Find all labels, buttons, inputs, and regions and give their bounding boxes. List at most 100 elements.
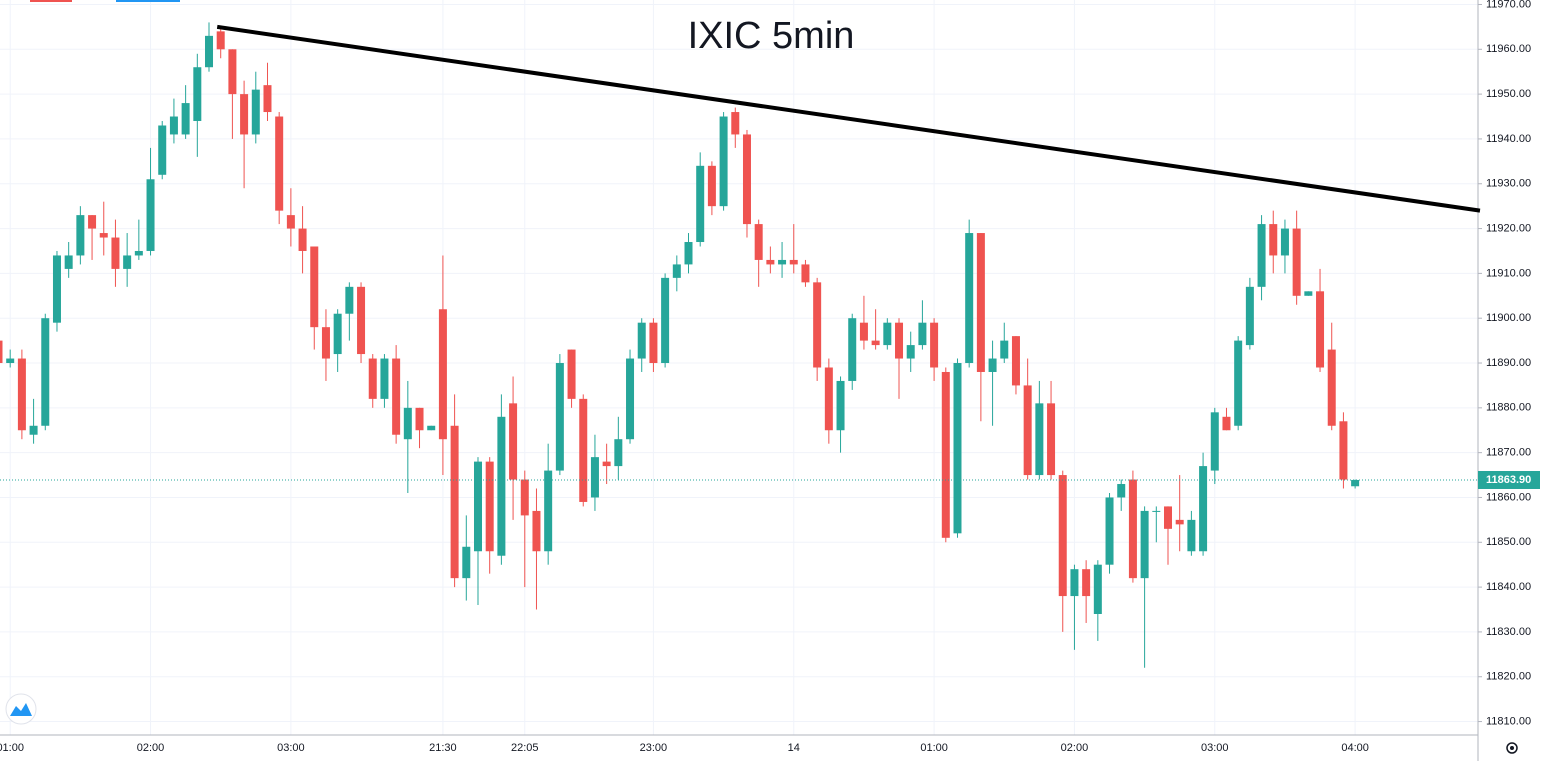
candle-body [193, 67, 202, 122]
candle-body [509, 403, 518, 480]
x-tick-label: 02:00 [137, 742, 165, 754]
candle-body [181, 103, 190, 135]
candle-body [871, 340, 880, 346]
candle-body [169, 116, 178, 135]
candle-body [205, 35, 214, 68]
y-tick-label: 11840.00 [1486, 581, 1531, 593]
x-tick-label: 01:00 [920, 742, 948, 754]
candle-body [392, 358, 401, 435]
candle-body [626, 358, 635, 440]
y-tick-label: 11930.00 [1486, 178, 1531, 190]
toolbar-button[interactable] [30, 0, 72, 2]
candle-body [1058, 475, 1067, 597]
candle-body [1199, 466, 1208, 552]
y-tick-label: 11860.00 [1486, 491, 1531, 503]
candle-body [473, 461, 482, 552]
x-tick-label: 02:00 [1061, 742, 1089, 754]
candle-body [672, 264, 681, 278]
candle-body [333, 313, 342, 355]
candle-body [1082, 569, 1091, 597]
candle-body [520, 479, 529, 516]
x-tick-label: 01:00 [0, 742, 24, 754]
candle-body [941, 371, 950, 538]
candle-body [1187, 519, 1196, 552]
candle-body [579, 398, 588, 502]
candle-body [17, 358, 26, 431]
candle-body [427, 425, 436, 431]
candle-body [778, 259, 787, 265]
candle-body [789, 259, 798, 265]
candle-body [661, 277, 670, 364]
candle-body [64, 255, 73, 269]
y-tick-label: 11810.00 [1486, 715, 1531, 727]
candle-body [976, 233, 985, 372]
candle-body [649, 322, 658, 364]
candle-body [1164, 506, 1172, 529]
candle-body [263, 85, 272, 113]
y-tick-label: 11970.00 [1486, 0, 1531, 10]
candle-body [357, 286, 366, 355]
candle-body [6, 358, 15, 364]
chart-title: IXIC 5min [688, 15, 855, 57]
candle-body [1269, 224, 1278, 256]
toolbar-button[interactable] [116, 0, 180, 2]
candle-body [1210, 412, 1219, 471]
candle-body [1117, 484, 1126, 498]
x-tick-label: 22:05 [511, 742, 539, 754]
candle-body [497, 416, 506, 556]
y-tick-label: 11900.00 [1486, 312, 1531, 324]
candle-body [1292, 228, 1301, 296]
candle-body [1304, 291, 1313, 296]
candle-body [836, 380, 845, 431]
candle-body [134, 250, 143, 256]
candle-body [895, 322, 904, 359]
candle-body [918, 322, 927, 346]
candle-body [251, 89, 260, 135]
y-tick-label: 11880.00 [1486, 402, 1531, 414]
candle-body [953, 363, 962, 534]
candle-body [380, 358, 389, 399]
y-tick-label: 11870.00 [1486, 447, 1531, 459]
candle-body [1093, 564, 1102, 614]
x-tick-label: 04:00 [1341, 742, 1369, 754]
candle-body [1035, 403, 1044, 476]
candle-body [275, 116, 284, 211]
x-tick-label: 03:00 [1201, 742, 1229, 754]
candle-body [696, 165, 705, 243]
candle-body [368, 358, 377, 399]
logo[interactable] [5, 693, 37, 725]
candle-body [298, 228, 307, 251]
candle-body [590, 457, 599, 498]
candle-body [216, 31, 225, 50]
candle-body [859, 322, 868, 341]
candle-body [883, 322, 892, 346]
settings-icon[interactable] [1506, 742, 1518, 754]
y-tick-label: 11820.00 [1486, 671, 1531, 683]
candle-body [52, 255, 61, 323]
candle-body [403, 407, 412, 440]
candle-body [321, 327, 330, 359]
candle-body [1023, 385, 1032, 476]
candle-body [824, 367, 833, 431]
candle-body [29, 425, 38, 435]
candle-body [111, 237, 120, 269]
candle-body [988, 358, 997, 372]
candle-body [1257, 224, 1266, 287]
candle-body [965, 233, 974, 364]
y-tick-label: 11890.00 [1486, 357, 1531, 369]
candle-body [532, 510, 541, 552]
candle-body [99, 233, 108, 238]
candle-body [1316, 291, 1325, 368]
candle-body [158, 125, 167, 175]
candle-body [742, 134, 751, 225]
candle-body [684, 242, 693, 265]
candle-body [1175, 519, 1184, 525]
y-tick-label: 11850.00 [1486, 536, 1531, 548]
candle-body [0, 340, 3, 364]
candle-body [1339, 421, 1348, 480]
y-tick-label: 11950.00 [1486, 88, 1531, 100]
candle-body [801, 264, 810, 283]
candle-body [637, 322, 646, 359]
